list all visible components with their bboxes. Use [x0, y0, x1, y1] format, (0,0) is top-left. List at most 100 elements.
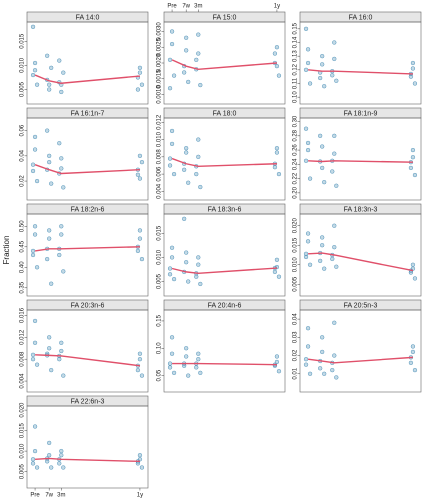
y-tick-label: 0.0010: [157, 85, 163, 104]
x-tick-label: 3m: [194, 4, 202, 10]
point: [184, 146, 189, 151]
point: [305, 60, 311, 66]
point: [196, 51, 201, 56]
y-tick-label: 0.005: [20, 81, 26, 97]
y-tick-label: 0.20: [293, 186, 299, 198]
point: [32, 448, 38, 454]
point: [305, 239, 311, 244]
point: [303, 67, 309, 72]
y-tick-label: 0.005: [293, 276, 299, 292]
panel-title: FA 18:3n-3: [344, 206, 378, 213]
y-tick-label: 0.010: [20, 57, 26, 73]
point: [322, 84, 327, 89]
point: [182, 167, 187, 172]
point: [167, 163, 173, 168]
point: [135, 248, 141, 254]
point: [305, 147, 311, 153]
y-tick-label: 0.016: [20, 307, 26, 323]
point: [182, 216, 187, 221]
point: [135, 367, 141, 373]
point: [30, 461, 36, 466]
point: [196, 137, 201, 142]
point: [47, 236, 52, 241]
point: [408, 270, 414, 275]
point: [171, 73, 177, 78]
trend-line: [34, 74, 140, 84]
point: [59, 453, 64, 458]
point: [30, 72, 36, 78]
point: [32, 147, 38, 152]
point: [332, 353, 337, 358]
point: [274, 359, 280, 365]
point: [169, 29, 175, 34]
trend-line: [307, 356, 413, 364]
panel-frame: [299, 21, 422, 105]
y-tick-label: 0.04: [293, 313, 299, 325]
y-tick-label: 0.012: [157, 114, 163, 130]
panel-title: FA 14:0: [76, 14, 100, 21]
point: [334, 78, 339, 83]
point: [57, 141, 62, 146]
point: [171, 276, 177, 282]
point: [137, 70, 143, 75]
point: [303, 254, 309, 260]
point: [30, 357, 36, 362]
point: [184, 250, 189, 255]
y-tick-label: 0.006: [157, 166, 163, 182]
point: [169, 41, 175, 47]
y-tick-label: 0.02: [293, 349, 299, 361]
panel-frame: [26, 117, 149, 201]
panel-title: FA 20:4n-6: [208, 302, 242, 309]
point: [169, 335, 175, 340]
y-tick-label: 0.04: [20, 149, 26, 161]
y-tick-label: 0.004: [20, 373, 26, 389]
point: [272, 165, 278, 170]
point: [34, 82, 40, 87]
point: [305, 47, 311, 52]
y-tick-label: 0.005: [20, 463, 26, 479]
point: [320, 54, 325, 59]
point: [184, 35, 189, 40]
point: [59, 166, 64, 171]
point: [410, 344, 416, 349]
point: [410, 147, 416, 153]
panel-title: FA 18:0: [213, 110, 237, 117]
point: [139, 256, 145, 262]
point: [30, 352, 36, 357]
point: [334, 264, 339, 269]
panel-frame: [163, 21, 286, 105]
point: [184, 260, 189, 265]
point: [47, 440, 52, 446]
point: [330, 367, 335, 373]
point: [184, 346, 189, 351]
trend-line: [171, 59, 277, 71]
y-tick-label: 0.005: [157, 273, 163, 289]
point: [307, 371, 313, 376]
point: [198, 370, 203, 376]
y-tick-label: 0.12: [293, 63, 299, 75]
y-tick-label: 0.010: [293, 257, 299, 273]
point: [186, 279, 191, 284]
point: [167, 156, 173, 161]
point: [137, 236, 143, 241]
point: [320, 235, 325, 240]
panel-title: FA 18:1n-9: [344, 110, 378, 117]
y-tick-label: 0.30: [293, 115, 299, 127]
point: [274, 257, 280, 262]
y-tick-label: 0.010: [157, 131, 163, 147]
trend-line: [34, 246, 140, 252]
point: [169, 128, 175, 134]
point: [47, 160, 52, 165]
y-tick-label: 0.012: [20, 329, 26, 345]
point: [167, 86, 173, 91]
point: [30, 162, 36, 167]
point: [135, 87, 141, 92]
point: [198, 281, 203, 287]
trend-line: [308, 252, 414, 272]
y-tick-label: 0.24: [293, 158, 299, 170]
point: [61, 373, 66, 378]
panel-frame: [26, 405, 149, 489]
point: [32, 68, 38, 73]
y-tick-label: 0.008: [157, 149, 163, 165]
y-tick-label: 0.015: [293, 237, 299, 253]
